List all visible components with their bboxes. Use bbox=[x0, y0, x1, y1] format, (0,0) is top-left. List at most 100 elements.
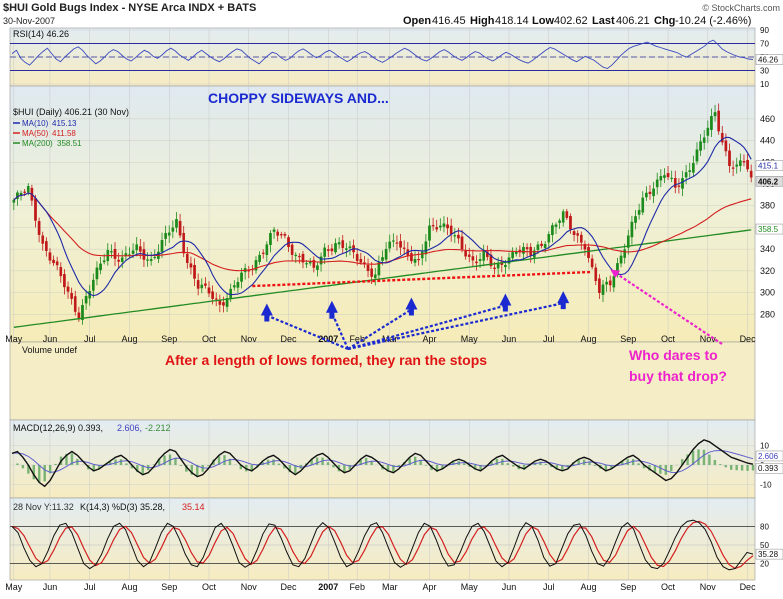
candle-body bbox=[371, 269, 373, 277]
price-x-tick-label: May bbox=[5, 334, 23, 344]
candle-body bbox=[27, 186, 29, 192]
candle-body bbox=[493, 268, 495, 269]
candle-body bbox=[642, 198, 644, 212]
candle-body bbox=[620, 256, 622, 263]
candle-body bbox=[342, 240, 344, 247]
candle-body bbox=[399, 241, 401, 247]
candle-body bbox=[428, 226, 430, 241]
macd-histogram-bar bbox=[223, 455, 225, 465]
candle-body bbox=[598, 279, 600, 293]
macd-histogram-bar bbox=[120, 459, 122, 465]
price-panel-bg bbox=[10, 86, 755, 342]
candle-body bbox=[385, 249, 387, 259]
candle-body bbox=[465, 251, 467, 256]
high-value: 418.14 bbox=[495, 15, 529, 27]
candle-body bbox=[580, 235, 582, 242]
macd-last-value-tag: 2.606 bbox=[758, 452, 779, 461]
candle-body bbox=[110, 251, 112, 252]
candle-body bbox=[605, 282, 607, 284]
candle-body bbox=[262, 253, 264, 254]
candle-body bbox=[522, 247, 524, 253]
chg-value: -10.24 (-2.46%) bbox=[675, 15, 751, 27]
candle-body bbox=[345, 249, 347, 250]
candle-body bbox=[692, 163, 694, 172]
candle-body bbox=[461, 237, 463, 249]
macd-histogram-bar bbox=[626, 459, 628, 465]
candle-body bbox=[154, 257, 156, 258]
price-x-tick-label: Oct bbox=[202, 334, 217, 344]
bottom-x-tick-label: May bbox=[5, 582, 23, 592]
macd-histogram-bar bbox=[735, 465, 737, 470]
price-y-tick-label: 380 bbox=[760, 201, 775, 211]
volume-label: Volume undef bbox=[22, 345, 78, 355]
bottom-x-tick-label: Jun bbox=[502, 582, 517, 592]
macd-histogram-bar bbox=[708, 455, 710, 465]
candle-body bbox=[475, 262, 477, 263]
candle-body bbox=[222, 302, 224, 305]
macd-label: MACD(12,26,9) 0.393, 2.606, -2.212 bbox=[13, 423, 171, 433]
bottom-x-tick-label: Nov bbox=[241, 582, 258, 592]
candle-body bbox=[136, 245, 138, 250]
candle-body bbox=[280, 234, 282, 235]
macd-histogram-bar bbox=[38, 465, 40, 482]
price-x-tick-label: Jun bbox=[502, 334, 517, 344]
candle-body bbox=[168, 233, 170, 236]
candle-body bbox=[197, 280, 199, 288]
candle-body bbox=[656, 180, 658, 187]
candle-body bbox=[432, 225, 434, 226]
candle-body bbox=[443, 224, 445, 227]
candle-body bbox=[56, 262, 58, 265]
low-label: Low bbox=[532, 15, 554, 27]
candle-body bbox=[291, 245, 293, 255]
candle-body bbox=[558, 221, 560, 223]
candle-body bbox=[457, 235, 459, 238]
macd-last-value-tag: 0.393 bbox=[758, 464, 779, 473]
macd-histogram-bar bbox=[125, 463, 127, 465]
price-y-tick-label: 280 bbox=[760, 309, 775, 319]
candle-body bbox=[266, 245, 268, 255]
stoch-y-tick-label: 20 bbox=[760, 560, 769, 569]
candle-body bbox=[305, 263, 307, 264]
candle-body bbox=[396, 243, 398, 244]
macd-histogram-bar bbox=[425, 465, 427, 466]
price-x-tick-label: Jul bbox=[543, 334, 555, 344]
macd-label-hist: -2.212 bbox=[145, 423, 171, 433]
candle-body bbox=[479, 259, 481, 260]
candle-body bbox=[204, 284, 206, 286]
price-y-tick-label: 300 bbox=[760, 288, 775, 298]
candle-body bbox=[750, 171, 752, 177]
candle-body bbox=[736, 165, 738, 167]
candle-body bbox=[540, 244, 542, 246]
candle-body bbox=[577, 233, 579, 235]
bottom-x-tick-label: Sep bbox=[620, 582, 636, 592]
macd-label-signal: 2.606, bbox=[117, 423, 142, 433]
chart-title: $HUI Gold Bugs Index - NYSE Arca INDX + … bbox=[3, 2, 256, 14]
candle-body bbox=[739, 161, 741, 166]
candle-body bbox=[356, 254, 358, 261]
candle-body bbox=[273, 230, 275, 232]
macd-histogram-bar bbox=[703, 450, 705, 465]
candle-body bbox=[674, 178, 676, 187]
macd-histogram-bar bbox=[365, 458, 367, 465]
candle-body bbox=[284, 234, 286, 235]
ma10-legend-name: MA(10) bbox=[22, 119, 49, 128]
stoch-label-date: 28 Nov Y:11.32 bbox=[13, 502, 74, 512]
candle-body bbox=[483, 251, 485, 260]
candle-body bbox=[649, 192, 651, 194]
price-y-tick-label: 440 bbox=[760, 136, 775, 146]
macd-histogram-bar bbox=[741, 465, 743, 471]
rsi-y-tick-label: 70 bbox=[760, 40, 769, 49]
bottom-x-tick-label: Dec bbox=[281, 582, 298, 592]
macd-histogram-bar bbox=[414, 457, 416, 465]
ma10-legend-value: 415.13 bbox=[52, 119, 77, 128]
candle-body bbox=[63, 274, 65, 287]
candle-body bbox=[544, 244, 546, 248]
candle-body bbox=[92, 280, 94, 290]
candle-body bbox=[414, 259, 416, 262]
candle-body bbox=[714, 112, 716, 116]
macd-histogram-bar bbox=[594, 465, 596, 466]
macd-histogram-bar bbox=[463, 464, 465, 465]
bottom-x-tick-label: May bbox=[461, 582, 479, 592]
price-x-tick-label: Dec bbox=[281, 334, 298, 344]
